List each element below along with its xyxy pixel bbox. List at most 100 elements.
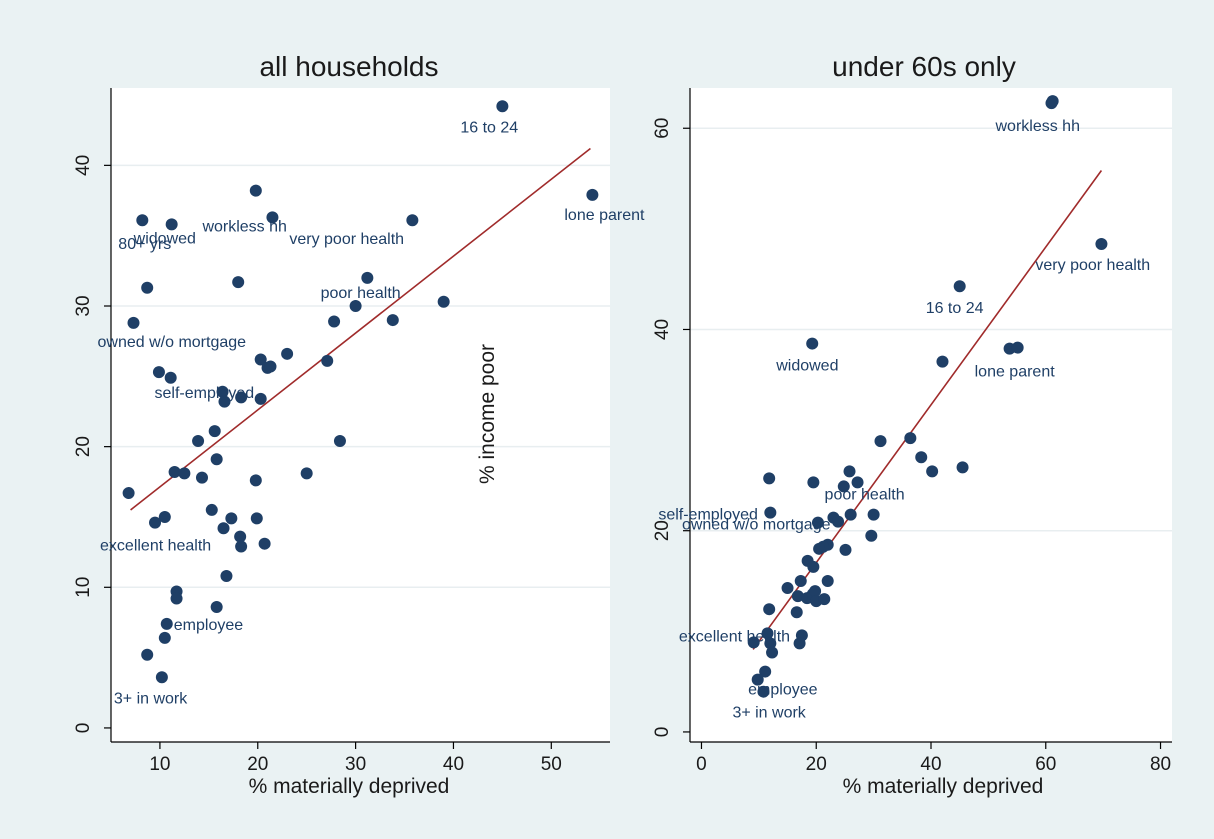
- data-point-under-60s-37: [809, 585, 822, 598]
- data-point-all-households-50: [158, 631, 171, 644]
- data-point-all-households-0: [496, 100, 509, 113]
- y-tick-label-60: 60: [652, 118, 673, 139]
- y-tick-label-40: 40: [73, 155, 94, 176]
- plot-area-all-households: [111, 88, 610, 742]
- data-point-all-households-10: [349, 300, 362, 312]
- x-tick-label-50: 50: [541, 754, 562, 775]
- data-point-all-households-32: [195, 471, 208, 484]
- data-point-all-households-19: [321, 354, 334, 367]
- data-point-under-60s-5: [936, 355, 949, 368]
- data-point-all-households-29: [210, 453, 223, 466]
- point-label-very-poor-health: very poor health: [289, 231, 404, 248]
- data-point-all-households-26: [208, 425, 221, 438]
- data-point-all-households-7: [141, 281, 154, 294]
- x-axis-title-under-60s: % materially deprived: [843, 775, 1044, 798]
- x-tick-label-20: 20: [806, 754, 827, 775]
- y-tick-label-20: 20: [652, 520, 673, 541]
- data-point-under-60s-14: [851, 476, 864, 489]
- data-point-under-60s-40: [790, 606, 803, 619]
- data-point-all-households-45: [220, 570, 233, 583]
- x-tick-label-0: 0: [696, 754, 707, 775]
- point-label-excellent-health: excellent health: [679, 628, 790, 645]
- point-label-16-to-24: 16 to 24: [460, 119, 518, 136]
- data-point-all-households-1: [249, 184, 262, 197]
- point-label-widowed: widowed: [775, 358, 838, 375]
- data-point-under-60s-3: [953, 280, 966, 293]
- data-point-all-households-2: [266, 211, 279, 224]
- data-point-under-60s-22: [832, 515, 845, 528]
- data-point-all-households-41: [217, 522, 230, 535]
- data-point-all-households-23: [218, 395, 231, 408]
- data-point-under-60s-31: [794, 575, 807, 588]
- point-label-lone-parent: lone parent: [975, 364, 1056, 381]
- data-point-under-60s-46: [764, 637, 777, 650]
- data-point-under-60s-34: [791, 590, 804, 603]
- data-point-all-households-47: [170, 592, 183, 605]
- y-tick-label-10: 10: [73, 577, 94, 598]
- data-point-all-households-4: [586, 188, 599, 201]
- data-point-all-households-24: [235, 391, 248, 404]
- data-point-all-households-51: [141, 648, 154, 661]
- ticks-all-households: 0 10 20 30 40 10 20 30 40 50: [73, 155, 562, 775]
- data-point-under-60s-4: [806, 337, 819, 350]
- data-point-under-60s-16: [763, 472, 776, 485]
- y-tick-label-0: 0: [73, 723, 94, 734]
- data-point-all-households-43: [235, 540, 248, 553]
- data-point-all-households-20: [152, 366, 165, 379]
- data-point-under-60s-24: [865, 529, 878, 542]
- points-all-households: [122, 100, 599, 684]
- y-tick-label-40: 40: [652, 319, 673, 340]
- data-point-under-60s-48: [759, 665, 772, 678]
- data-point-under-60s-17: [807, 476, 820, 489]
- data-point-under-60s-49: [751, 673, 764, 686]
- data-point-all-households-6: [165, 218, 178, 231]
- data-point-all-households-8: [232, 276, 245, 289]
- data-point-under-60s-44: [793, 637, 806, 650]
- data-point-under-60s-7: [1011, 341, 1024, 354]
- panel-all-households: 0 10 20 30 40 10 20 30 40 50 16 to 24 workless hhv…: [73, 51, 645, 798]
- data-point-all-households-49: [160, 617, 173, 630]
- data-point-under-60s-41: [763, 603, 776, 616]
- fit-line-all-households: [130, 147, 591, 511]
- data-point-all-households-15: [281, 347, 294, 360]
- x-tick-label-60: 60: [1035, 754, 1056, 775]
- point-label-poor-health: poor health: [825, 486, 905, 503]
- data-point-all-households-16: [254, 353, 267, 366]
- point-label-self-employed: self-employed: [155, 385, 255, 402]
- x-tick-label-40: 40: [443, 754, 464, 775]
- x-tick-label-30: 30: [345, 754, 366, 775]
- data-point-all-households-35: [122, 487, 135, 500]
- point-label-3-in-work: 3+ in work: [732, 705, 806, 722]
- panel-title-under-60s: under 60s only: [832, 51, 1016, 82]
- data-point-under-60s-1: [1046, 95, 1059, 108]
- data-point-under-60s-2: [1095, 237, 1108, 250]
- data-point-all-households-12: [127, 316, 140, 329]
- data-point-under-60s-23: [811, 516, 824, 529]
- point-label-3-in-work: 3+ in work: [114, 690, 188, 707]
- ticks-under-60s: 0 20 40 60 0 20 40 60 80: [652, 118, 1171, 775]
- data-point-under-60s-15: [837, 480, 850, 493]
- data-point-all-households-44: [258, 537, 271, 550]
- point-label-employee: employee: [174, 617, 243, 634]
- data-point-under-60s-43: [761, 627, 774, 640]
- data-point-all-households-25: [254, 392, 267, 405]
- data-point-under-60s-12: [956, 461, 969, 474]
- point-label-very-poor-health: very poor health: [1035, 257, 1150, 274]
- data-point-all-households-42: [234, 530, 247, 543]
- data-point-under-60s-28: [839, 543, 852, 556]
- point-label-80-yrs: 80+ yrs: [118, 236, 171, 253]
- data-point-all-households-33: [249, 474, 262, 487]
- data-point-under-60s-13: [843, 465, 856, 478]
- data-point-under-60s-20: [867, 508, 880, 521]
- point-label-owned-w-o-mortgage: owned w/o mortgage: [682, 517, 831, 534]
- data-point-all-households-52: [155, 671, 168, 684]
- panel-under-60s: 0 20 40 60 0 20 40 60 80 workless hh very poor he…: [652, 51, 1172, 798]
- point-label-workless-hh: workless hh: [201, 218, 286, 235]
- point-label-self-employed: self-employed: [658, 507, 758, 524]
- point-label-owned-w-o-mortgage: owned w/o mortgage: [98, 334, 247, 351]
- data-point-all-households-22: [216, 385, 229, 398]
- points-under-60s: [747, 95, 1108, 698]
- panel-title-all-households: all households: [259, 51, 438, 82]
- x-tick-label-80: 80: [1150, 754, 1171, 775]
